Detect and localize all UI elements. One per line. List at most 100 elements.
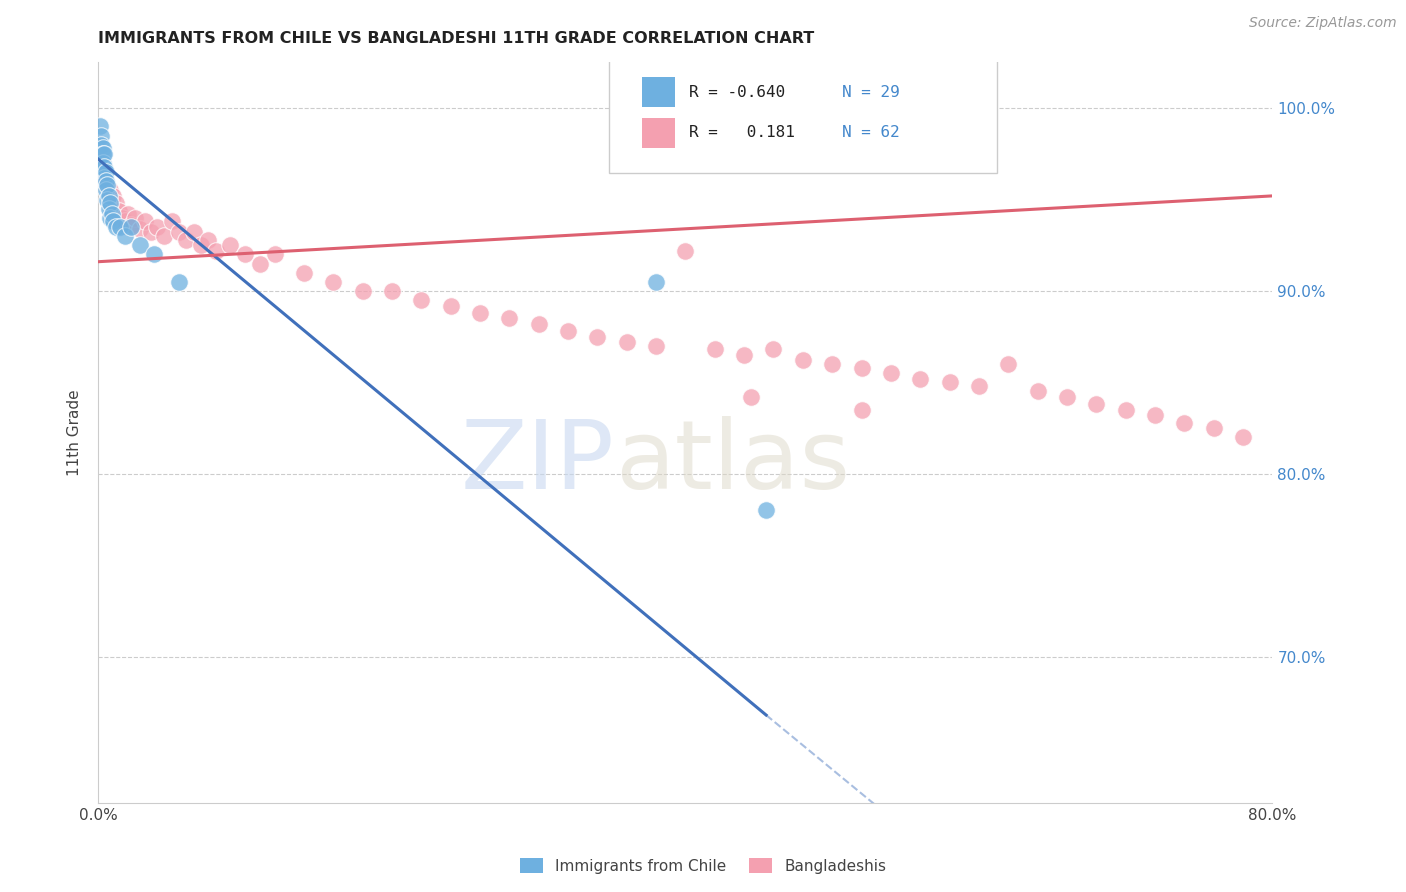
Point (997, 357, 1019, 371)
Point (1085, 397, 1108, 411)
Point (111, 211, 134, 225)
Point (938, 376, 960, 390)
Point (146, 219, 169, 234)
Point (821, 357, 844, 371)
Point (755, 503, 778, 517)
Point (1173, 416, 1195, 430)
Point (527, 317, 550, 331)
Point (128, 238, 150, 252)
Point (498, 311, 520, 326)
Point (381, 284, 404, 298)
Point (880, 366, 903, 380)
Point (90, 128, 112, 143)
Point (108, 203, 131, 218)
Point (110, 219, 132, 234)
Point (91, 141, 114, 155)
Point (96, 193, 118, 207)
Point (143, 247, 166, 261)
Point (1115, 402, 1137, 417)
Point (1202, 421, 1225, 435)
Point (322, 275, 344, 289)
Point (98, 183, 121, 197)
Point (114, 229, 136, 244)
Text: N = 62: N = 62 (842, 125, 900, 140)
Point (94, 183, 117, 197)
Text: IMMIGRANTS FROM CHILE VS BANGLADESHI 11TH GRADE CORRELATION CHART: IMMIGRANTS FROM CHILE VS BANGLADESHI 11T… (98, 31, 814, 46)
Point (249, 256, 271, 270)
Point (89, 120, 111, 134)
Point (134, 214, 156, 228)
Point (128, 221, 150, 235)
Point (352, 284, 374, 298)
Point (967, 379, 990, 393)
Text: atlas: atlas (614, 416, 851, 508)
Point (1232, 430, 1254, 444)
Point (675, 244, 697, 258)
Legend: Immigrants from Chile, Bangladeshis: Immigrants from Chile, Bangladeshis (513, 852, 893, 880)
Point (263, 247, 285, 261)
Point (586, 329, 609, 343)
Point (93, 174, 115, 188)
Point (910, 372, 932, 386)
Text: R = -0.640: R = -0.640 (689, 85, 785, 100)
Point (762, 343, 785, 357)
Point (233, 247, 256, 261)
Point (219, 238, 242, 252)
Point (100, 207, 122, 221)
Point (91, 156, 114, 170)
Point (97, 189, 120, 203)
Y-axis label: 11th Grade: 11th Grade (67, 389, 83, 476)
Point (792, 353, 814, 368)
Point (93, 146, 115, 161)
Bar (643, 118, 675, 147)
Point (851, 402, 873, 417)
Point (124, 211, 146, 225)
Point (120, 219, 142, 234)
Point (153, 229, 176, 244)
Point (90, 137, 112, 152)
Point (117, 207, 139, 221)
Point (205, 244, 228, 258)
Text: ZIP: ZIP (461, 416, 614, 508)
Point (96, 178, 118, 192)
Point (101, 214, 124, 228)
Point (141, 226, 163, 240)
Point (183, 226, 205, 240)
Point (197, 233, 219, 247)
Point (557, 324, 579, 338)
Point (1056, 390, 1078, 404)
Point (93, 160, 115, 174)
Point (703, 343, 725, 357)
Point (94, 174, 117, 188)
Point (120, 218, 142, 232)
Point (292, 266, 315, 280)
Point (1026, 384, 1049, 399)
Point (98, 211, 121, 225)
Text: R =   0.181: R = 0.181 (689, 125, 794, 140)
Point (96, 178, 118, 192)
Point (94, 165, 117, 179)
Bar (643, 78, 675, 107)
Point (101, 189, 124, 203)
Point (91, 146, 114, 161)
Point (93, 170, 115, 185)
Point (440, 299, 463, 313)
Point (105, 219, 128, 234)
FancyBboxPatch shape (609, 59, 997, 174)
Point (645, 275, 668, 289)
Point (114, 214, 136, 228)
Point (167, 275, 190, 289)
Point (1144, 409, 1167, 423)
Point (160, 214, 183, 228)
Point (98, 196, 121, 211)
Text: N = 29: N = 29 (842, 85, 900, 100)
Point (616, 335, 638, 350)
Point (411, 293, 433, 307)
Point (740, 390, 762, 404)
Point (167, 226, 190, 240)
Point (733, 348, 755, 362)
Point (97, 202, 120, 216)
Point (176, 233, 198, 247)
Text: Source: ZipAtlas.com: Source: ZipAtlas.com (1249, 16, 1396, 30)
Point (851, 360, 873, 375)
